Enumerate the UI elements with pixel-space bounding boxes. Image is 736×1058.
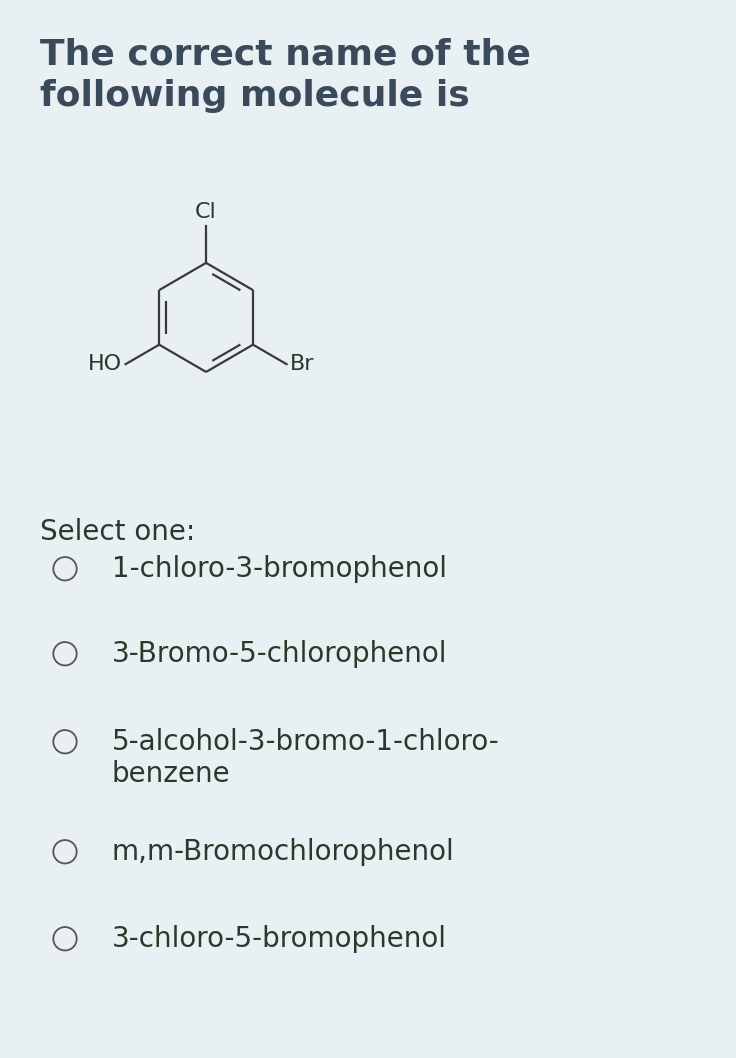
Text: Select one:: Select one:: [40, 518, 196, 546]
Text: m,m-Bromochlorophenol: m,m-Bromochlorophenol: [112, 838, 455, 867]
Text: 3-Bromo-5-chlorophenol: 3-Bromo-5-chlorophenol: [112, 640, 447, 668]
Text: 3-chloro-5-bromophenol: 3-chloro-5-bromophenol: [112, 925, 447, 953]
Text: The correct name of the: The correct name of the: [40, 37, 531, 71]
Text: Br: Br: [290, 354, 315, 375]
Text: following molecule is: following molecule is: [40, 79, 470, 113]
Text: 1-chloro-3-bromophenol: 1-chloro-3-bromophenol: [112, 555, 447, 583]
Point: [59, 645, 71, 662]
Text: 5-alcohol-3-bromo-1-chloro-
benzene: 5-alcohol-3-bromo-1-chloro- benzene: [112, 728, 500, 788]
Point: [59, 930, 71, 947]
Point: [59, 843, 71, 860]
Text: Cl: Cl: [195, 202, 217, 222]
Point: [59, 733, 71, 750]
Text: HO: HO: [88, 354, 122, 375]
Point: [59, 561, 71, 578]
